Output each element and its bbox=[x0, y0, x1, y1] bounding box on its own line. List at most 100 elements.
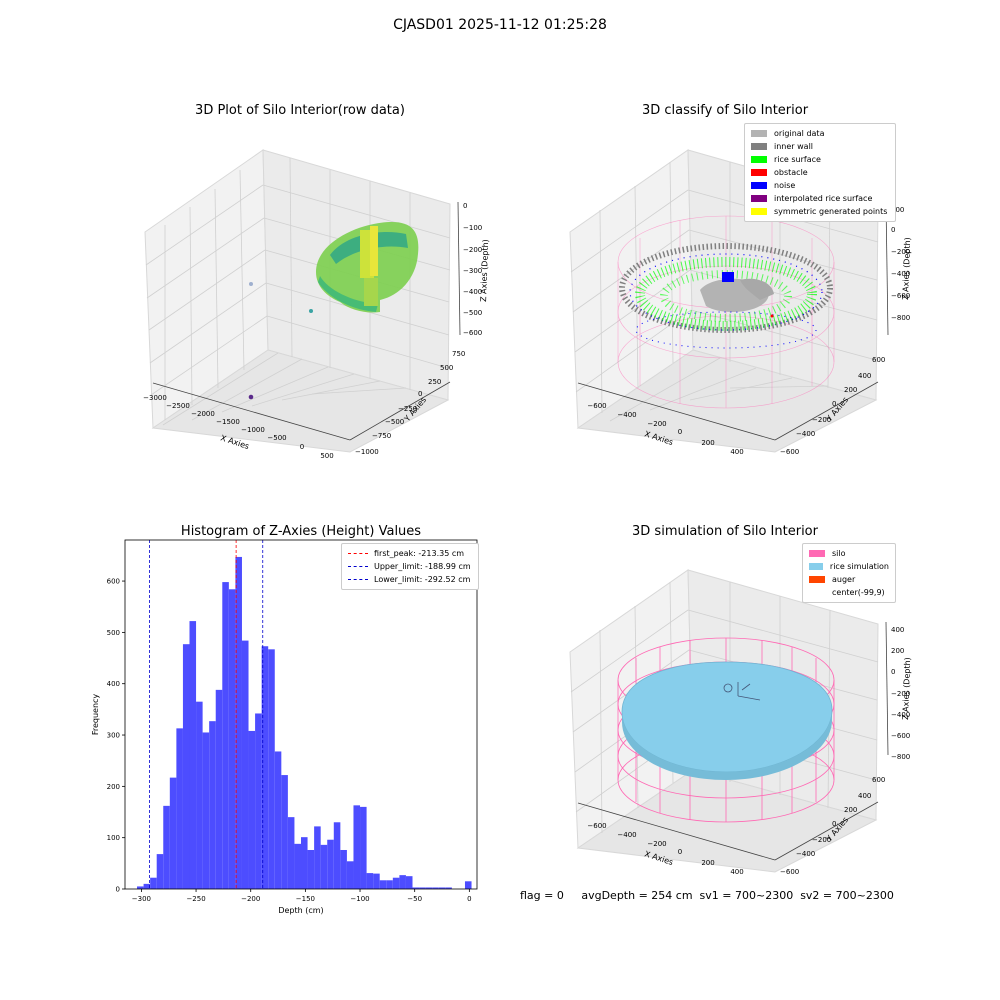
legend-swatch bbox=[751, 130, 767, 137]
histogram-bar bbox=[222, 582, 229, 889]
classify-y-tick: 600 bbox=[872, 356, 885, 364]
histogram-bar bbox=[169, 777, 177, 889]
legend-label: rice surface bbox=[774, 155, 821, 164]
histogram-bar bbox=[419, 887, 426, 889]
simulation-y-tick: 600 bbox=[872, 776, 885, 784]
raw-z-label: Z Axies (Depth) bbox=[479, 239, 490, 302]
classify-y-tick: 0 bbox=[832, 400, 836, 408]
legend-entry: auger bbox=[809, 573, 889, 586]
raw-y-tick: 500 bbox=[440, 364, 453, 372]
raw-3d-plot: −3000 −2500 −2000 −1500 −1000 −500 0 500… bbox=[143, 149, 490, 460]
histogram-y-tick-label: 100 bbox=[107, 834, 120, 842]
raw-y-tick: −750 bbox=[372, 432, 391, 440]
histogram-bar bbox=[327, 839, 334, 889]
histogram-bar bbox=[281, 775, 288, 889]
histogram-bar bbox=[432, 887, 439, 889]
histogram-bar bbox=[176, 728, 183, 889]
classify-y-tick: −600 bbox=[780, 448, 799, 456]
raw-y-tick: 250 bbox=[428, 378, 441, 386]
histogram-bar bbox=[274, 751, 282, 889]
histogram-y-tick-label: 200 bbox=[107, 783, 120, 791]
classify-x-tick: −600 bbox=[587, 402, 606, 410]
legend-swatch bbox=[751, 208, 767, 215]
raw-z-tick: −600 bbox=[463, 329, 482, 337]
raw-x-tick: 500 bbox=[320, 452, 333, 460]
raw-x-tick: −500 bbox=[267, 434, 286, 442]
simulation-y-tick: −600 bbox=[780, 868, 799, 876]
classify-y-tick: 400 bbox=[858, 372, 871, 380]
simulation-z-tick: −800 bbox=[891, 753, 910, 761]
legend-label: interpolated rice surface bbox=[774, 194, 873, 203]
legend-swatch bbox=[751, 195, 767, 202]
histogram-bar bbox=[268, 649, 275, 889]
raw-floor-pane bbox=[151, 349, 450, 453]
histogram-bar bbox=[235, 556, 242, 889]
classify-z-tick: −800 bbox=[891, 314, 910, 322]
histogram-x-tick-label: −100 bbox=[350, 895, 369, 903]
histogram-bar bbox=[333, 822, 341, 889]
histogram-bar bbox=[137, 886, 144, 889]
legend-swatch bbox=[751, 143, 767, 150]
legend-entry: first_peak: -213.35 cm bbox=[348, 547, 472, 560]
legend-entry: obstacle bbox=[751, 166, 889, 179]
histogram-bar bbox=[241, 640, 249, 889]
simulation-x-tick: 400 bbox=[730, 868, 743, 876]
classify-x-tick: 0 bbox=[678, 428, 682, 436]
histogram-y-tick-label: 400 bbox=[107, 680, 120, 688]
histogram-bar bbox=[320, 844, 328, 889]
raw-x-tick: −1000 bbox=[241, 426, 265, 434]
histogram-x-tick-label: −300 bbox=[132, 895, 151, 903]
legend-swatch bbox=[751, 169, 767, 176]
raw-x-tick: −2000 bbox=[191, 410, 215, 418]
legend-entry: inner wall bbox=[751, 140, 889, 153]
raw-y-tick: 750 bbox=[452, 350, 465, 358]
simulation-z-tick: −600 bbox=[891, 732, 910, 740]
legend-swatch bbox=[751, 156, 767, 163]
histogram-bar bbox=[215, 689, 223, 889]
legend-entry: interpolated rice surface bbox=[751, 192, 889, 205]
histogram-title: Histogram of Z-Axies (Height) Values bbox=[180, 524, 422, 539]
raw-x-tick: −3000 bbox=[143, 394, 167, 402]
classify-z-tick: −400 bbox=[891, 270, 910, 278]
legend-label: rice simulation bbox=[829, 562, 889, 571]
legend-label: first_peak: -213.35 cm bbox=[374, 549, 465, 558]
raw-z-tick: −200 bbox=[463, 246, 482, 254]
histogram-bar bbox=[182, 644, 190, 889]
classify-silo-wireframe bbox=[617, 215, 835, 409]
histogram-bar bbox=[405, 876, 413, 889]
raw-x-tick: 0 bbox=[300, 443, 304, 451]
simulation-z-tick: 200 bbox=[891, 647, 904, 655]
histogram-bar bbox=[150, 877, 157, 889]
histogram-y-tick-label: 500 bbox=[107, 629, 120, 637]
histogram-bar bbox=[196, 701, 203, 889]
raw-y-tick: −500 bbox=[385, 418, 404, 426]
legend-entry: original data bbox=[751, 127, 889, 140]
classify-y-tick: −400 bbox=[796, 430, 815, 438]
raw-z-tick: −400 bbox=[463, 288, 482, 296]
histogram-bar bbox=[301, 837, 308, 889]
histogram-x-tick-label: −50 bbox=[407, 895, 422, 903]
legend-label: noise bbox=[774, 181, 796, 190]
simulation-z-tick: −200 bbox=[891, 690, 910, 698]
histogram-x-tick-label: −150 bbox=[296, 895, 315, 903]
histogram-bar bbox=[379, 880, 387, 889]
histogram-bar bbox=[392, 877, 400, 889]
raw-z-tick: −500 bbox=[463, 309, 482, 317]
simulation-x-tick: 200 bbox=[701, 859, 714, 867]
legend-entry: Lower_limit: -292.52 cm bbox=[348, 573, 472, 586]
raw-y-tick: 0 bbox=[418, 390, 422, 398]
histogram-bar bbox=[255, 713, 262, 889]
legend-label: center(-99,9) bbox=[832, 588, 885, 597]
legend-label: obstacle bbox=[774, 168, 808, 177]
classify-z-label: Z Axies (Depth) bbox=[901, 237, 912, 300]
legend-entry: rice simulation bbox=[809, 560, 889, 573]
legend-label: symmetric generated points bbox=[774, 207, 888, 216]
classify-plot-title: 3D classify of Silo Interior bbox=[641, 103, 809, 118]
legend-swatch bbox=[809, 563, 823, 570]
legend-label: original data bbox=[774, 129, 825, 138]
classify-z-tick: 0 bbox=[891, 226, 895, 234]
raw-x-tick: −2500 bbox=[166, 402, 190, 410]
raw-y-tick: −1000 bbox=[355, 448, 379, 456]
legend-label: Lower_limit: -292.52 cm bbox=[374, 575, 471, 584]
histogram-bar bbox=[399, 875, 406, 889]
